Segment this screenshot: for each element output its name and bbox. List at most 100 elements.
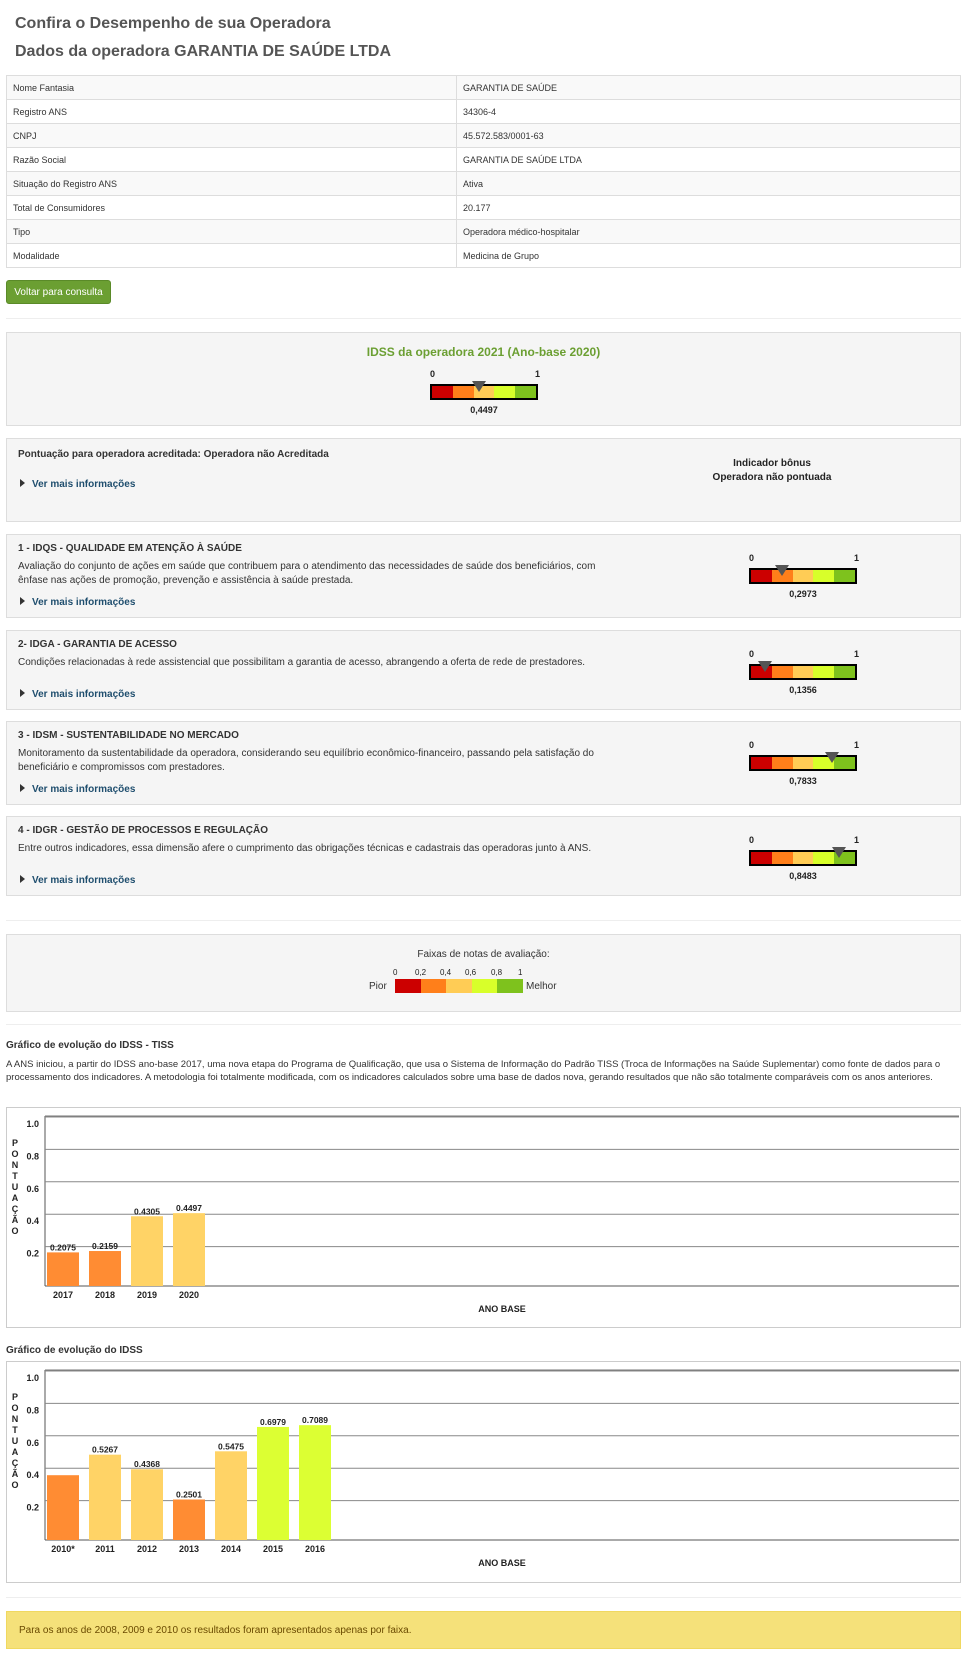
x-tick-label: 2019 — [137, 1290, 157, 1300]
table-row: Nome Fantasia GARANTIA DE SAÚDE — [6, 75, 961, 100]
table-row: Registro ANS 34306-4 — [6, 99, 961, 124]
dimension-title: 3 - IDSM - SUSTENTABILIDADE NO MERCADO — [18, 730, 239, 741]
table-row: Razão Social GARANTIA DE SAÚDE LTDA — [6, 147, 961, 172]
legend-ticks: 0 0,2 0,4 0,6 0,8 1 — [393, 968, 535, 980]
bar — [131, 1216, 163, 1286]
gauge-value: 0,8483 — [789, 871, 817, 881]
y-tick-label: 0.6 — [26, 1438, 39, 1448]
accreditation-text: Pontuação para operadora acreditada: Ope… — [18, 449, 329, 460]
gauge-marker-icon — [774, 565, 789, 576]
dimension-title: 4 - IDGR - GESTÃO DE PROCESSOS E REGULAÇ… — [18, 825, 269, 836]
more-info-label: Ver mais informações — [32, 479, 136, 490]
legend-tick: 0,6 — [465, 968, 477, 977]
y-tick-label: 0.4 — [26, 1216, 39, 1226]
data-label: 0.2159 — [92, 1241, 118, 1251]
data-label: 0.6979 — [260, 1417, 286, 1427]
more-info-link[interactable]: Ver mais informações — [20, 784, 135, 795]
gauge-min-label: 0 — [430, 369, 436, 379]
idgr-gauge: 0 1 0,8483 — [749, 835, 859, 887]
more-info-link[interactable]: Ver mais informações — [20, 479, 135, 490]
y-axis-label-letter: Ç — [11, 1204, 19, 1214]
gauge-value: 0,7833 — [789, 776, 817, 786]
y-tick-label: 1.0 — [26, 1119, 39, 1129]
y-axis-label-letter: A — [11, 1447, 19, 1457]
more-info-label: Ver mais informações — [32, 597, 136, 608]
legend-tick: 0 — [393, 968, 398, 977]
divider — [6, 920, 961, 921]
more-info-label: Ver mais informações — [32, 784, 136, 795]
x-tick-label: 2018 — [95, 1290, 115, 1300]
x-tick-label: 2010* — [51, 1544, 75, 1554]
gauge-marker-icon — [825, 752, 840, 763]
gauge-min-label: 0 — [749, 835, 755, 845]
bar — [131, 1469, 163, 1540]
x-axis-label: ANO BASE — [478, 1304, 526, 1314]
legend-tick: 0,4 — [440, 968, 452, 977]
info-value: Medicina de Grupo — [456, 243, 961, 268]
bar — [173, 1213, 205, 1286]
x-tick-label: 2015 — [263, 1544, 283, 1554]
info-label: CNPJ — [6, 123, 457, 148]
data-label: 0.5267 — [92, 1445, 118, 1455]
bar — [299, 1425, 331, 1540]
info-value: Operadora médico-hospitalar — [456, 219, 961, 244]
data-label: 0.2075 — [50, 1242, 76, 1252]
dimension-description: Avaliação do conjunto de ações em saúde … — [18, 561, 596, 586]
y-tick-label: 0.4 — [26, 1470, 39, 1480]
bonus-title: Indicador bônus — [733, 458, 811, 469]
y-tick-label: 0.8 — [26, 1405, 39, 1415]
info-label: Tipo — [6, 219, 457, 244]
more-info-label: Ver mais informações — [32, 689, 136, 700]
more-info-link[interactable]: Ver mais informações — [20, 597, 135, 608]
y-axis-label-letter: A — [11, 1193, 19, 1203]
data-label: 0.4305 — [134, 1206, 160, 1216]
footnote-alert: Para os anos de 2008, 2009 e 2010 os res… — [6, 1611, 961, 1649]
gauge-value: 0,2973 — [789, 589, 817, 599]
y-tick-label: 0.2 — [26, 1503, 39, 1513]
page-title: Confira o Desempenho de sua Operadora — [15, 15, 331, 32]
x-tick-label: 2017 — [53, 1290, 73, 1300]
dimension-description: Monitoramento da sustentabilidade da ope… — [18, 748, 594, 773]
x-axis-label: ANO BASE — [478, 1558, 526, 1568]
y-axis-label-letter: O — [11, 1480, 19, 1490]
back-to-search-button[interactable]: Voltar para consulta — [6, 280, 111, 304]
gauge-max-label: 1 — [853, 553, 859, 563]
dimension-title: 1 - IDQS - QUALIDADE EM ATENÇÃO À SAÚDE — [18, 543, 242, 554]
x-tick-label: 2014 — [221, 1544, 241, 1554]
legend-tick: 0,8 — [491, 968, 503, 977]
gauge-marker-icon — [471, 381, 486, 392]
info-label: Razão Social — [6, 147, 457, 172]
x-tick-label: 2013 — [179, 1544, 199, 1554]
y-axis-label-letter: T — [12, 1425, 18, 1435]
gauge-min-label: 0 — [749, 553, 755, 563]
bar — [215, 1451, 247, 1540]
info-value: Ativa — [456, 171, 961, 196]
data-label: 0.4497 — [176, 1203, 202, 1213]
info-label: Modalidade — [6, 243, 457, 268]
y-axis-label-letter: N — [11, 1160, 19, 1170]
y-axis-label-letter: O — [11, 1403, 19, 1413]
info-label: Situação do Registro ANS — [6, 171, 457, 196]
idga-gauge: 0 1 0,1356 — [749, 649, 859, 701]
data-label: 0.7089 — [302, 1415, 328, 1425]
data-label: 0.5475 — [218, 1441, 244, 1451]
idss-summary-panel: IDSS da operadora 2021 (Ano-base 2020) 0… — [6, 332, 961, 426]
y-axis-label-letter: T — [12, 1171, 18, 1181]
idss-title: IDSS da operadora 2021 (Ano-base 2020) — [366, 345, 601, 359]
tiss-chart-description: A ANS iniciou, a partir do IDSS ano-base… — [6, 1059, 941, 1083]
info-value: GARANTIA DE SAÚDE — [456, 75, 961, 100]
divider — [6, 1024, 961, 1025]
idss-gauge: 0 1 0,4497 — [430, 369, 540, 421]
bar — [47, 1475, 79, 1540]
idss-chart-title: Gráfico de evolução do IDSS — [6, 1345, 143, 1356]
legend-worst-label: Pior — [369, 981, 387, 992]
more-info-link[interactable]: Ver mais informações — [20, 875, 135, 886]
gauge-bar — [749, 568, 857, 584]
legend-scale-bar — [395, 979, 523, 993]
bonus-indicator: Indicador bônus Operadora não pontuada — [697, 457, 847, 485]
more-info-link[interactable]: Ver mais informações — [20, 689, 135, 700]
y-tick-label: 0.2 — [26, 1249, 39, 1259]
gauge-max-label: 1 — [853, 740, 859, 750]
